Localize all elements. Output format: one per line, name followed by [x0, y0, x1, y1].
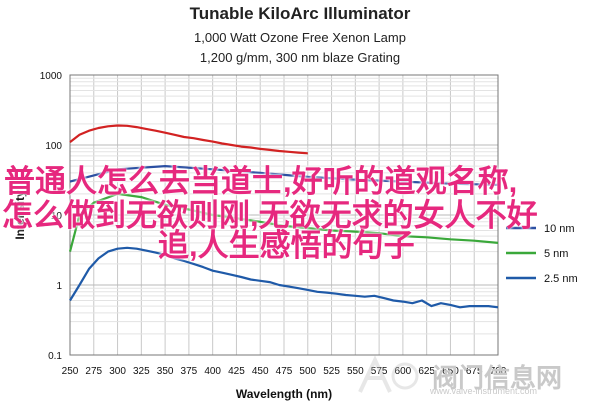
x-tick-label: 500: [299, 366, 316, 377]
y-tick-label: 0.1: [48, 351, 62, 362]
y-axis-label: Intensity: [13, 190, 27, 240]
x-tick-label: 475: [276, 366, 293, 377]
series-line-3: [69, 246, 499, 309]
x-tick-label: 550: [347, 366, 364, 377]
x-tick-label: 525: [323, 366, 340, 377]
y-tick-label: 1000: [40, 71, 63, 82]
series-line-2: [68, 192, 499, 252]
watermark-url: www.valve-instrument.com: [430, 386, 538, 396]
overlay-text-line-1: 普通人怎么去当道士,好听的道观名称,: [4, 164, 518, 199]
x-tick-label: 400: [204, 366, 221, 377]
x-tick-label: 325: [133, 366, 150, 377]
legend-label-3: 2.5 nm: [544, 273, 578, 285]
x-tick-label: 600: [395, 366, 412, 377]
x-tick-label: 700: [490, 366, 507, 377]
legend-label-1: 10 nm: [544, 223, 575, 235]
y-tick-label: 10: [51, 211, 63, 222]
chart-title: Tunable KiloArc Illuminator: [189, 4, 411, 23]
overlay-text-line-3: 追,人生感悟的句子: [158, 228, 415, 263]
x-tick-label: 575: [371, 366, 388, 377]
watermark-text: 阀门信息网: [432, 363, 563, 393]
legend-label-2: 5 nm: [544, 248, 568, 260]
chart-subtitle-2: 1,200 g/mm, 300 nm blaze Grating: [199, 50, 401, 65]
plot-border: [69, 74, 499, 356]
y-tick-label: 100: [45, 141, 62, 152]
x-tick-label: 300: [109, 366, 126, 377]
watermark-logo-icon: [358, 355, 419, 393]
x-tick-label: 275: [85, 366, 102, 377]
series-line-0: [69, 124, 308, 155]
y-tick-label: 1: [56, 281, 62, 292]
chart-subtitle-1: 1,000 Watt Ozone Free Xenon Lamp: [194, 30, 406, 45]
x-tick-label: 250: [62, 366, 79, 377]
x-tick-label: 625: [418, 366, 435, 377]
overlay-text-line-2: 怎么做到无欲则刚,无欲无求的女人不好: [2, 198, 538, 233]
x-axis-label: Wavelength (nm): [236, 387, 332, 401]
x-tick-label: 675: [466, 366, 483, 377]
x-tick-label: 450: [252, 366, 269, 377]
series-line-1: [69, 165, 499, 186]
x-tick-label: 425: [228, 366, 245, 377]
x-tick-label: 650: [442, 366, 459, 377]
x-tick-label: 375: [181, 366, 198, 377]
x-tick-label: 350: [157, 366, 174, 377]
